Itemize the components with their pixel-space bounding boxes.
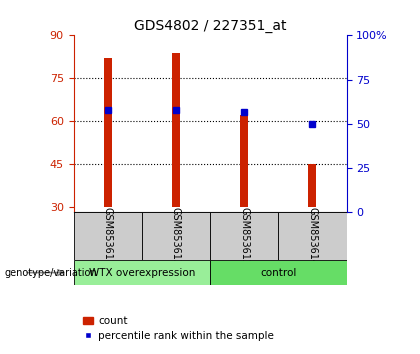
- Text: WTX overexpression: WTX overexpression: [89, 268, 195, 278]
- FancyBboxPatch shape: [74, 260, 210, 285]
- Bar: [308, 164, 317, 207]
- Bar: [172, 52, 180, 207]
- FancyBboxPatch shape: [210, 212, 278, 260]
- FancyBboxPatch shape: [74, 212, 142, 260]
- Text: GSM853613: GSM853613: [171, 207, 181, 266]
- FancyBboxPatch shape: [210, 260, 346, 285]
- Title: GDS4802 / 227351_at: GDS4802 / 227351_at: [134, 19, 286, 33]
- Legend: count, percentile rank within the sample: count, percentile rank within the sample: [79, 312, 278, 345]
- Bar: [104, 58, 112, 207]
- Text: GSM853611: GSM853611: [102, 207, 113, 266]
- Text: GSM853614: GSM853614: [307, 207, 318, 266]
- FancyBboxPatch shape: [278, 212, 346, 260]
- FancyBboxPatch shape: [142, 212, 210, 260]
- Text: genotype/variation: genotype/variation: [4, 268, 97, 278]
- Bar: [240, 115, 248, 207]
- Text: control: control: [260, 268, 297, 278]
- Text: GSM853612: GSM853612: [239, 207, 249, 266]
